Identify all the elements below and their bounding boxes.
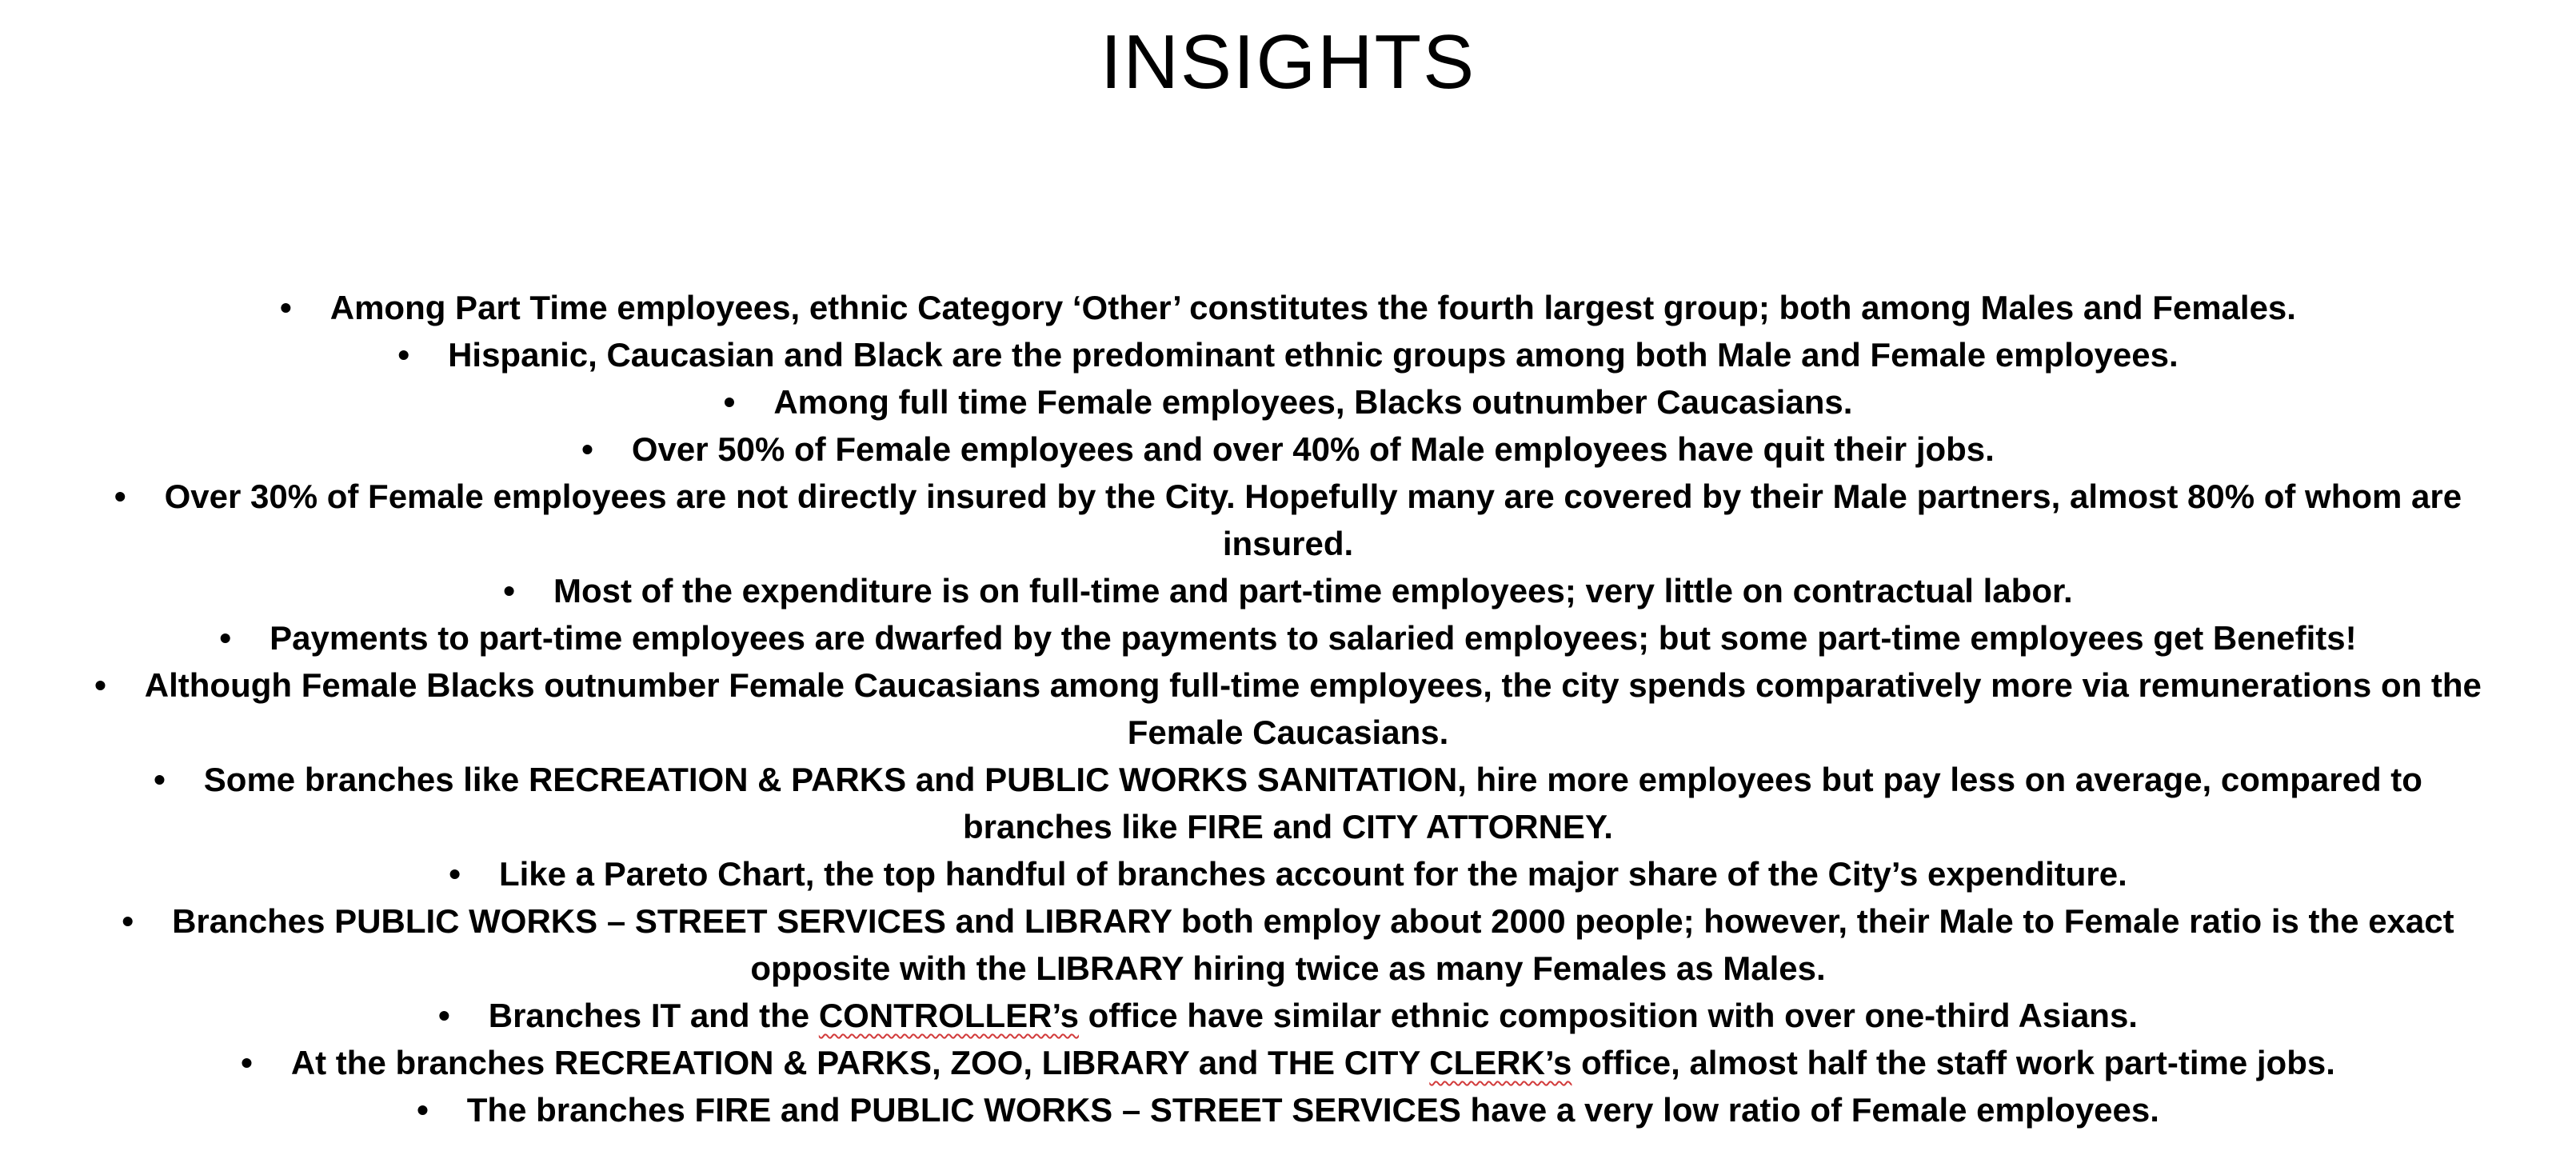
bullet-icon: •: [94, 666, 106, 704]
insight-text: Among Part Time employees, ethnic Catego…: [329, 289, 2296, 326]
bullet-icon: •: [438, 997, 450, 1034]
insight-text: Over 30% of Female employees are not dir…: [164, 478, 2462, 562]
bullet-icon: •: [219, 619, 232, 657]
list-item: • Over 50% of Female employees and over 4…: [80, 426, 2496, 473]
list-item: • Among Part Time employees, ethnic Categ…: [80, 284, 2496, 331]
insight-text: Hispanic, Caucasian and Black are the pr…: [448, 336, 2179, 374]
bullet-icon: •: [417, 1091, 429, 1129]
list-item: • At the branches RECREATION & PARKS, ZOO…: [80, 1039, 2496, 1086]
spellcheck-flagged-word: CONTROLLER’s: [818, 997, 1079, 1034]
bullet-icon: •: [114, 478, 126, 515]
list-item: • Some branches like RECREATION & PARKS a…: [80, 756, 2496, 850]
bullet-icon: •: [241, 1044, 253, 1081]
list-item: • Over 30% of Female employees are not di…: [80, 473, 2496, 567]
list-item: • Although Female Blacks outnumber Female…: [80, 661, 2496, 756]
list-item: • Most of the expenditure is on full-time…: [80, 567, 2496, 614]
bullet-icon: •: [449, 855, 461, 893]
list-item: • Like a Pareto Chart, the top handful of…: [80, 850, 2496, 897]
bullet-icon: •: [581, 430, 593, 468]
insight-text-end: office, almost half the staff work part-…: [1572, 1044, 2335, 1081]
bullet-icon: •: [723, 383, 736, 421]
insight-text-start: Branches IT and the: [488, 997, 819, 1034]
list-item: • Among full time Female employees, Black…: [80, 378, 2496, 426]
bullet-icon: •: [122, 902, 134, 940]
spellcheck-flagged-word: CLERK’s: [1429, 1044, 1572, 1081]
insight-text: Most of the expenditure is on full-time …: [553, 572, 2073, 609]
insight-text: Like a Pareto Chart, the top handful of …: [498, 855, 2127, 893]
insight-text: Over 50% of Female employees and over 40…: [631, 430, 1995, 468]
insight-text-start: At the branches RECREATION & PARKS, ZOO,…: [290, 1044, 1430, 1081]
insight-text: Although Female Blacks outnumber Female …: [144, 666, 2482, 751]
bullet-icon: •: [280, 289, 292, 326]
insights-list: • Among Part Time employees, ethnic Categ…: [80, 284, 2496, 1133]
insight-text-end: office have similar ethnic composition w…: [1078, 997, 2138, 1034]
insight-text: Some branches like RECREATION & PARKS an…: [203, 761, 2422, 845]
bullet-icon: •: [503, 572, 516, 609]
bullet-icon: •: [397, 336, 410, 374]
list-item: • The branches FIRE and PUBLIC WORKS – ST…: [80, 1086, 2496, 1133]
slide-title: INSIGHTS: [1100, 19, 1476, 105]
bullet-icon: •: [154, 761, 166, 798]
insight-text: The branches FIRE and PUBLIC WORKS – STR…: [466, 1091, 2159, 1129]
list-item: • Branches PUBLIC WORKS – STREET SERVICES…: [80, 897, 2496, 992]
insight-text: Branches PUBLIC WORKS – STREET SERVICES …: [172, 902, 2454, 987]
list-item: • Payments to part-time employees are dwa…: [80, 614, 2496, 661]
list-item: • Branches IT and the CONTROLLER’s office…: [80, 992, 2496, 1039]
list-item: • Hispanic, Caucasian and Black are the p…: [80, 331, 2496, 378]
insight-text: Payments to part-time employees are dwar…: [270, 619, 2357, 657]
insight-text: Among full time Female employees, Blacks…: [773, 383, 1853, 421]
